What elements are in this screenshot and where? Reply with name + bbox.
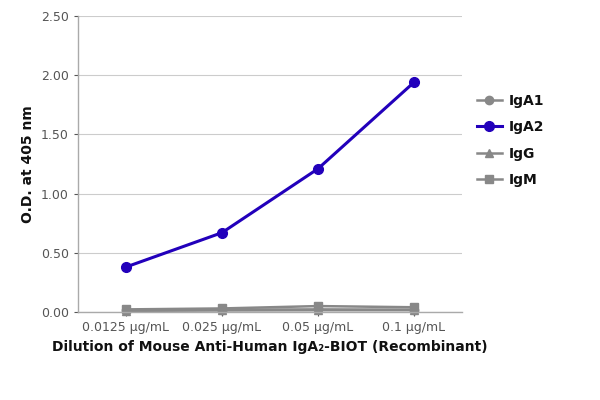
Legend: IgA1, IgA2, IgG, IgM: IgA1, IgA2, IgG, IgM bbox=[476, 94, 544, 187]
X-axis label: Dilution of Mouse Anti-Human IgA₂-BIOT (Recombinant): Dilution of Mouse Anti-Human IgA₂-BIOT (… bbox=[52, 340, 488, 354]
Y-axis label: O.D. at 405 nm: O.D. at 405 nm bbox=[22, 105, 35, 223]
